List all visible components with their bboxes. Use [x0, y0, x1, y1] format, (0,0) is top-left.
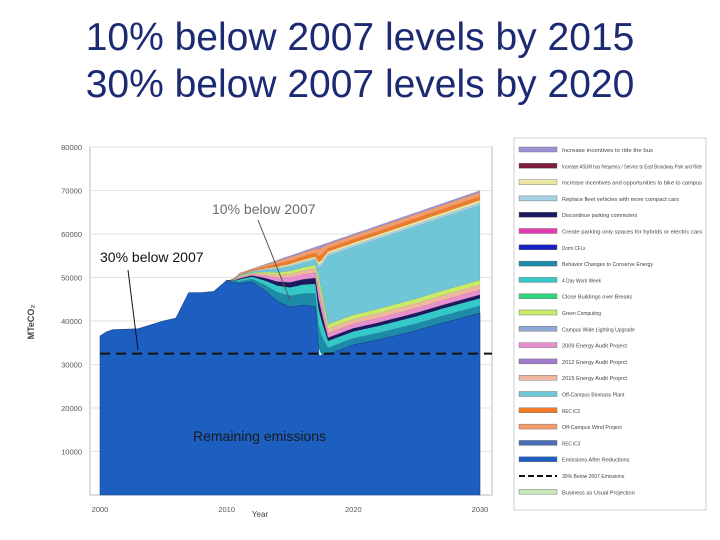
- x-tick-label: 2020: [345, 505, 362, 514]
- legend-label: Increase ASUM bus frequency / Service to…: [562, 164, 702, 170]
- legend-label: 30% Below 2007 Emissions: [562, 474, 625, 480]
- y-axis-label: MTeCO₂: [26, 305, 36, 340]
- legend-label: REC IC2: [562, 409, 580, 415]
- legend-swatch: [518, 375, 558, 381]
- annotation-remaining: Remaining emissions: [193, 428, 326, 444]
- legend-swatch: [518, 260, 558, 267]
- area-band: [226, 200, 481, 281]
- legend-box: [513, 137, 707, 511]
- legend-swatch: [518, 440, 558, 446]
- legend-label: Green Computing: [562, 311, 601, 317]
- annotation-ten-pointer: [257, 219, 291, 301]
- y-tick-label: 40000: [61, 317, 82, 326]
- legend-label: Behavior Changes to Conserve Energy: [562, 262, 653, 268]
- legend-swatch: [518, 228, 558, 234]
- legend-swatch: [518, 277, 558, 283]
- legend-swatch: [518, 358, 558, 365]
- overlay: 10% below 2007 30% below 2007 Remaining em…: [96, 201, 492, 444]
- y-tick-label: 50000: [61, 274, 82, 283]
- title-line-1: 10% below 2007 levels by 2015: [85, 16, 635, 59]
- y-tick-label: 80000: [61, 143, 82, 152]
- legend-swatch: [518, 342, 558, 348]
- legend-label: 4 Day Work Week: [562, 278, 601, 284]
- legend-swatch: [518, 179, 558, 185]
- legend-label: Create parking only spaces for hybrids o…: [562, 230, 702, 236]
- legend-swatch: [518, 244, 558, 251]
- legend-label: 2009 Energy Audit Project: [562, 344, 628, 350]
- area-band: [226, 268, 481, 334]
- legend-label: Discontinue parking commuters: [562, 213, 638, 219]
- legend-swatch: [518, 391, 558, 397]
- area-band: [226, 190, 481, 281]
- legend-label: 2012 Energy Audit Project: [562, 360, 628, 366]
- legend-swatch: [518, 293, 558, 299]
- legend-swatch: [518, 407, 558, 413]
- annotation-thirty-box: [96, 245, 234, 268]
- legend-label: Increase incentives to ride the bus: [562, 148, 653, 154]
- legend-label: Dorm CFLs: [562, 246, 586, 252]
- legend-label: Replace fleet vehicles with more compact…: [562, 197, 679, 203]
- y-tick-label: 60000: [61, 230, 82, 239]
- area-band: [226, 202, 481, 281]
- legend-swatch: [518, 309, 558, 316]
- legend-label: Increase incentives and opportunities to…: [562, 181, 702, 187]
- slide-title: 10% below 2007 levels by 2015 30% below …: [0, 14, 720, 108]
- legend-swatch: [518, 195, 558, 202]
- area-band: [226, 192, 481, 281]
- legend-label: Business as Usual Projection: [562, 490, 635, 496]
- annotation-thirty-pointer: [127, 269, 139, 351]
- legend-swatch: [518, 211, 558, 218]
- legend-label: Off-Campus Biomass Plant: [562, 393, 625, 399]
- legend-swatch: [518, 326, 558, 332]
- legend-label: REC IC3: [562, 441, 580, 447]
- annotation-thirty-percent: 30% below 2007: [100, 249, 204, 265]
- annotation-ten-percent: 10% below 2007: [212, 201, 316, 217]
- y-tick-label: 20000: [61, 404, 82, 413]
- legend-swatch: [518, 146, 558, 153]
- legend: Increase incentives to ride the bus Incre…: [513, 137, 707, 511]
- y-tick-label: 70000: [61, 187, 82, 196]
- legend-label: 2015 Energy Audit Project: [562, 376, 628, 382]
- area-layers: [99, 190, 481, 496]
- y-tick-label: 10000: [61, 448, 82, 457]
- legend-swatch: [518, 423, 558, 430]
- y-tick-label: 30000: [61, 361, 82, 370]
- x-tick-label: 2000: [92, 505, 109, 514]
- x-tick-label: 2030: [472, 505, 489, 514]
- title-line-2: 30% below 2007 levels by 2020: [85, 63, 635, 106]
- area-band: [226, 275, 481, 342]
- x-tick-label: 2010: [218, 505, 235, 514]
- legend-swatch: [518, 456, 558, 462]
- legend-swatch: [518, 163, 558, 169]
- legend-label: Close Buildings over Breaks: [562, 295, 633, 301]
- x-axis-label: Year: [252, 510, 269, 519]
- legend-label: Emissions After Reductions: [562, 458, 630, 464]
- area-band: [226, 196, 481, 281]
- legend-label: Campus Wide Lighting Upgrade: [562, 327, 635, 333]
- area-emissions-after-reductions: [99, 280, 481, 496]
- legend-swatch: [518, 489, 558, 495]
- axes: 10000 20000 30000 40000 50000 60000 70000 80000…: [26, 143, 488, 519]
- legend-label: Off-Campus Wind Project: [562, 425, 622, 431]
